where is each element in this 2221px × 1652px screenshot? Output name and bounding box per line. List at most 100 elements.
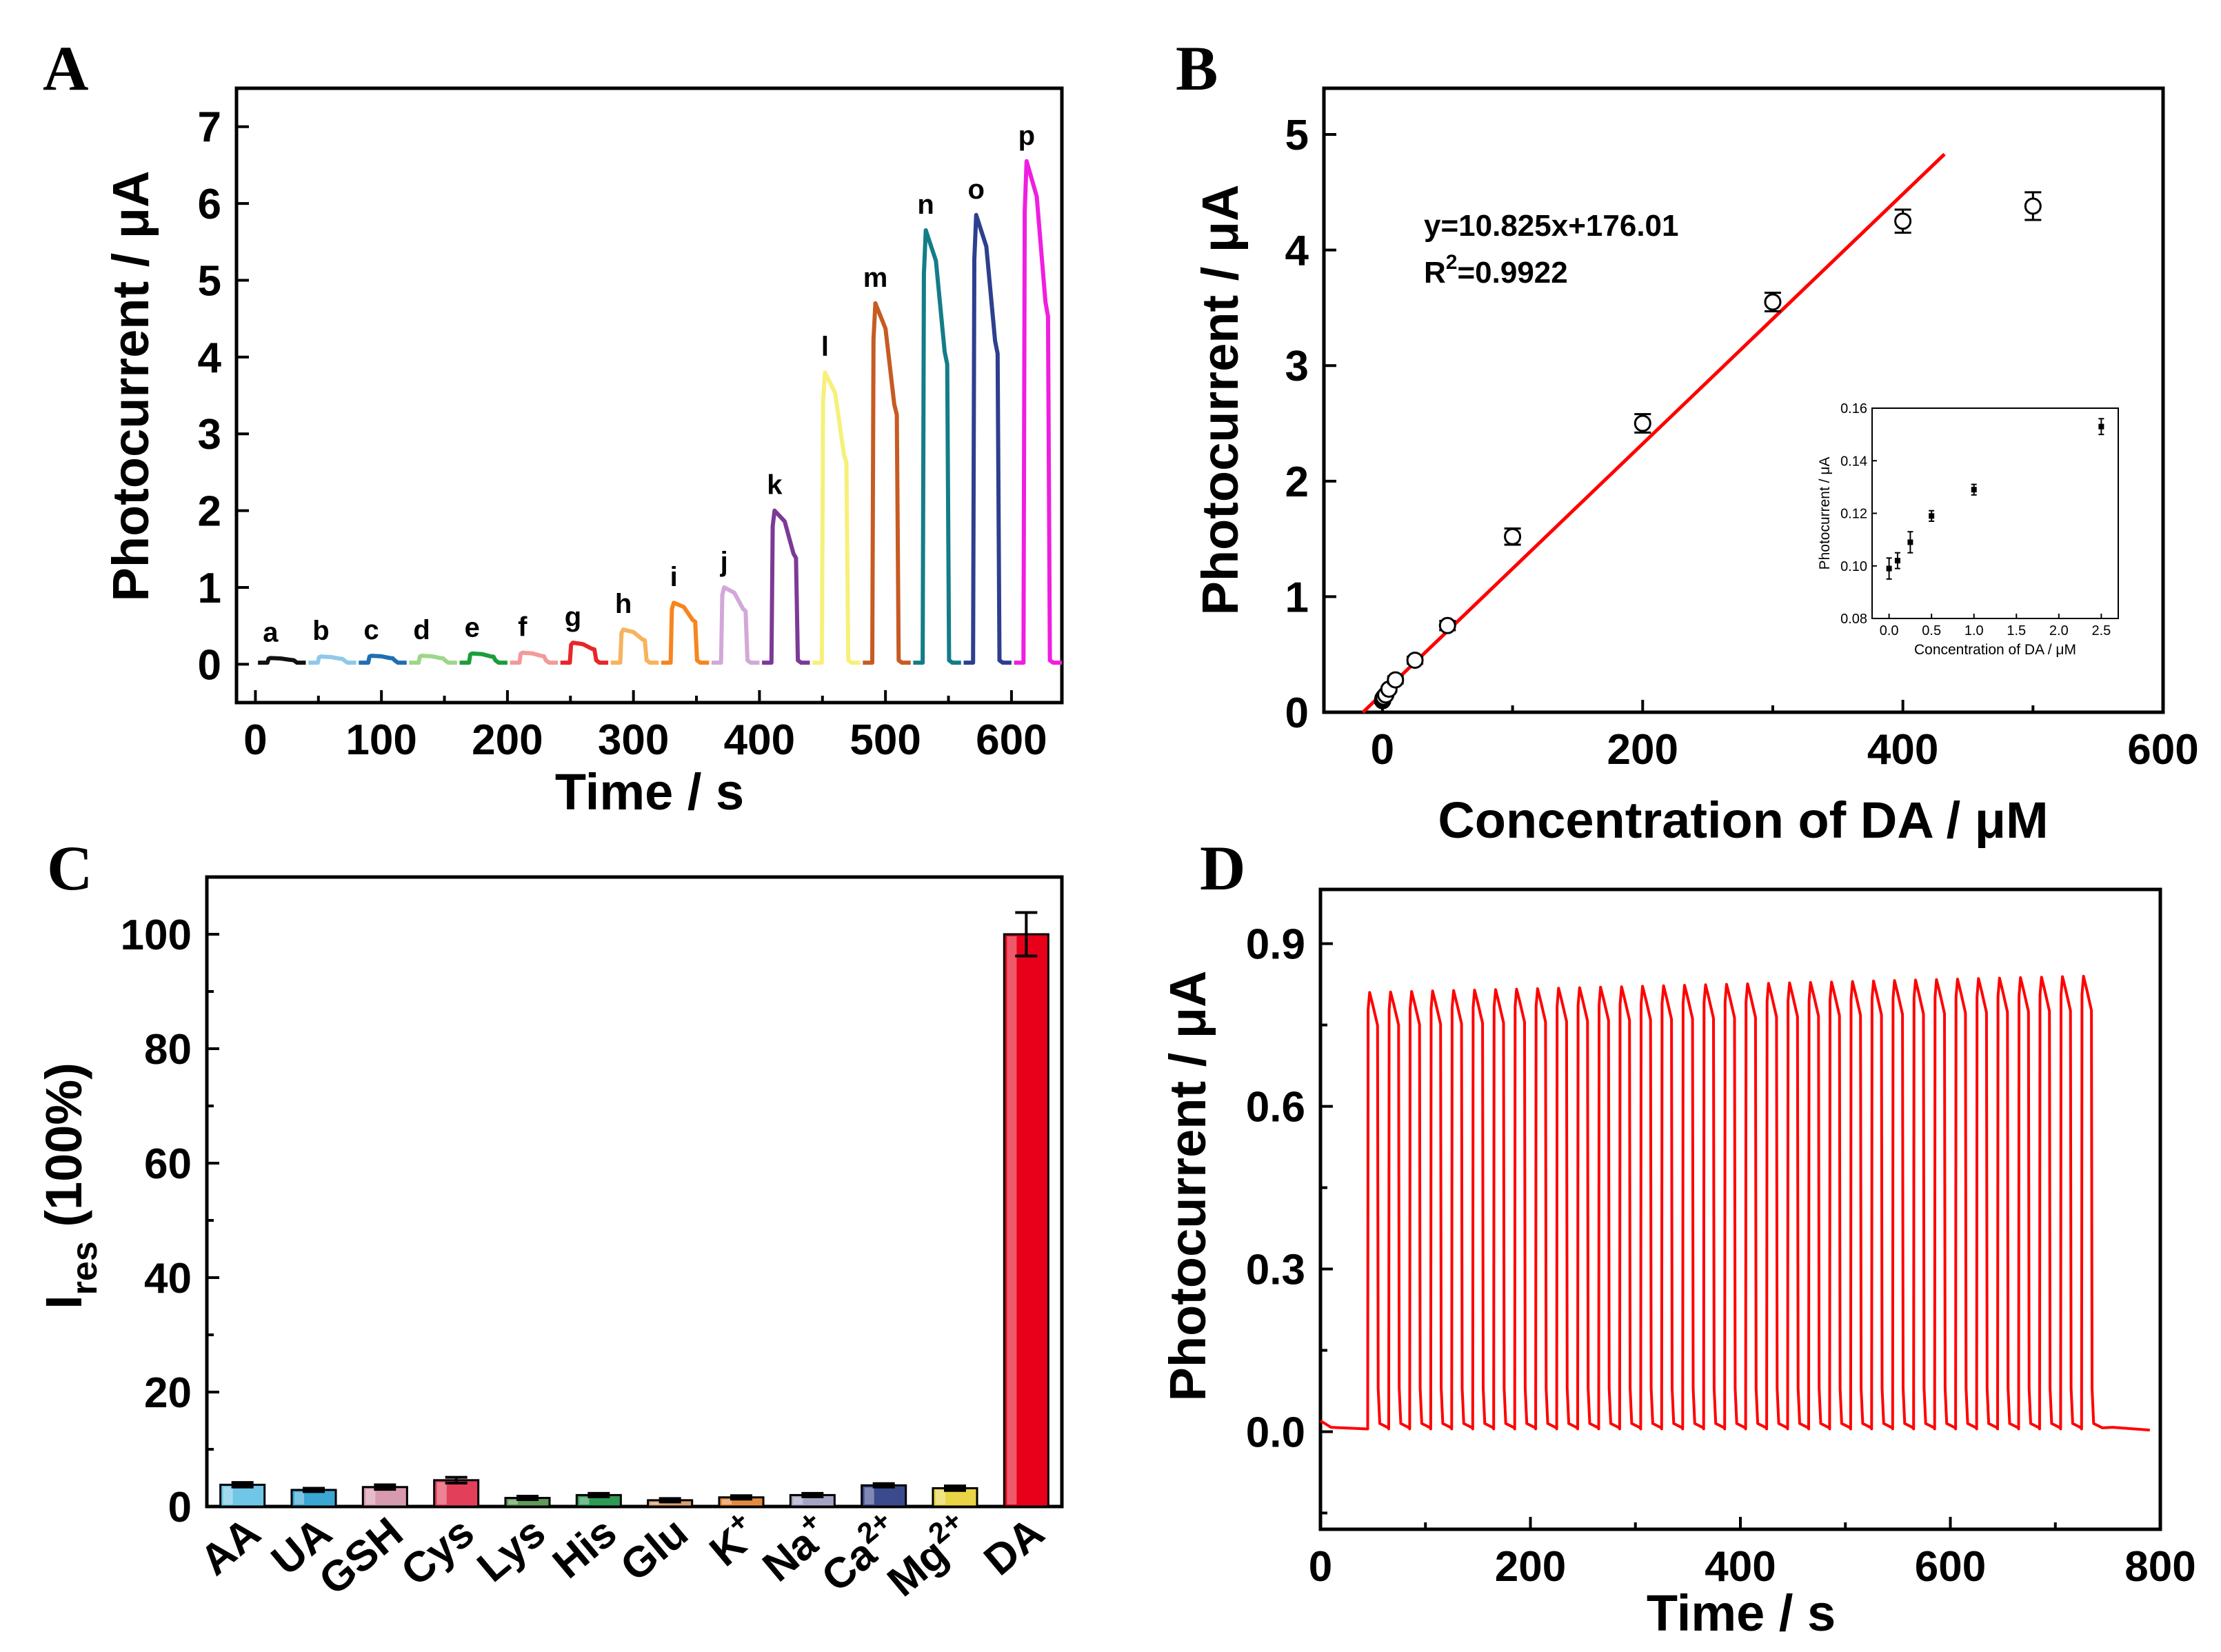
x-tick-label: 100 (345, 716, 416, 764)
bar-highlight (579, 1497, 590, 1504)
trace-label-f: f (518, 612, 527, 643)
x-tick-label: 400 (1705, 1543, 1776, 1591)
panel-b: B 0 200 400 600 0 1 2 3 4 5 y=10.825x+176.01 R2=0… (1176, 33, 2199, 849)
panel-letter-d: D (1200, 833, 1245, 903)
trace-b (308, 654, 356, 665)
y-tick-label: 0.9 (1246, 921, 1305, 969)
inset-x-tick-label: 2.5 (2091, 623, 2111, 638)
trace-label-h: h (615, 589, 632, 619)
panel-c-frame (205, 875, 1064, 1509)
category-label: Cys (392, 1509, 483, 1595)
trace-l (812, 370, 861, 665)
category-label: His (544, 1509, 625, 1588)
category-label: K+ (697, 1504, 768, 1575)
photocurrent-trace (1319, 974, 2150, 1432)
y-tick-label: 2 (198, 488, 221, 536)
y-tick-label: 1 (1285, 574, 1309, 621)
y-tick-label: 0 (198, 641, 221, 689)
trace-label-e: e (465, 613, 480, 643)
trace-label-d: d (413, 615, 430, 645)
panel-c-y-label: Ires (100%) (35, 1062, 105, 1309)
inset-x-tick-label: 2.0 (2049, 623, 2069, 638)
inset-x-tick-label: 0.5 (1922, 623, 1941, 638)
data-point (2024, 197, 2042, 215)
panel-a-y-label: Photocurrent / μA (102, 171, 159, 602)
trace-c (359, 654, 407, 665)
bar-highlight (721, 1499, 732, 1504)
x-tick-label: 400 (724, 716, 795, 764)
trace-k (762, 508, 810, 665)
y-tick-label: 3 (198, 411, 221, 459)
data-point (1406, 652, 1424, 669)
y-tick-label: 6 (198, 181, 221, 228)
bar-highlight (864, 1487, 874, 1504)
trace-label-p: p (1018, 121, 1035, 151)
panel-d: D 0 200 400 600 800 0.0 0.3 0.6 0.9 Time / s Pho… (1159, 833, 2196, 1642)
bar-highlight (1007, 936, 1017, 1504)
y-tick-label: 2 (1285, 459, 1309, 506)
y-tick-label: 5 (1285, 112, 1309, 159)
x-tick-label: 0 (243, 716, 267, 764)
panel-b-equation: y=10.825x+176.01 (1424, 209, 1679, 243)
panel-b-y-label: Photocurrent / μA (1192, 185, 1249, 616)
trace-e (459, 651, 507, 665)
data-point (1387, 671, 1405, 689)
data-point (1438, 616, 1456, 634)
bar-highlight (365, 1489, 376, 1504)
y-tick-label: 0 (1285, 689, 1309, 737)
bar-highlight (935, 1490, 946, 1504)
bar-cys (433, 1479, 480, 1508)
panel-b-plot (1361, 152, 2042, 714)
panel-b-x-label: Concentration of DA / μM (1438, 792, 2048, 849)
trace-i (661, 601, 710, 665)
inset-data-point (2098, 423, 2104, 430)
y-tick-label: 20 (144, 1369, 192, 1417)
panel-a-ticks: 0 100 200 300 400 500 600 0 1 2 3 4 5 6 7 (198, 104, 1047, 764)
inset-y-label: Photocurrent / μA (1817, 457, 1833, 570)
panel-a: A 0 100 200 300 400 500 600 0 1 2 3 4 5 6 7 a b c d e f g h i j… (43, 33, 1064, 820)
bar-ca (861, 1484, 907, 1508)
y-tick-label: 0.6 (1246, 1084, 1305, 1131)
panel-b-inset: 0.0 0.5 1.0 1.5 2.0 2.5 0.08 0.10 0.12 0.14 0.16 Co… (1817, 401, 2119, 658)
panel-a-traces: a b c d e f g h i j k l m n o p (258, 121, 1062, 665)
inset-y-tick-label: 0.16 (1840, 401, 1867, 416)
x-tick-label: 200 (472, 716, 543, 764)
inset-data-point (1929, 513, 1935, 519)
trace-j (712, 585, 760, 665)
trace-h (610, 627, 659, 665)
bar-da (1003, 933, 1049, 1508)
panel-c-ticks: 0 20 40 60 80 100 (121, 911, 1028, 1531)
trace-label-o: o (968, 174, 985, 205)
trace-d (409, 654, 457, 665)
trace-label-i: i (670, 562, 678, 592)
y-tick-label: 0.3 (1246, 1247, 1305, 1294)
trace-label-k: k (767, 470, 783, 501)
trace-m (863, 301, 911, 665)
trace-label-b: b (312, 616, 329, 646)
y-tick-label: 100 (121, 911, 192, 959)
y-tick-label: 5 (198, 257, 221, 305)
x-tick-label: 800 (2124, 1543, 2195, 1591)
y-tick-label: 0.0 (1246, 1409, 1305, 1456)
data-point (1894, 212, 1912, 230)
inset-y-tick-label: 0.10 (1840, 559, 1867, 574)
inset-x-tick-label: 1.5 (2007, 623, 2026, 638)
trace-label-m: m (863, 263, 888, 293)
panel-letter-a: A (43, 33, 88, 103)
data-point (1634, 414, 1651, 432)
y-tick-label: 4 (1285, 228, 1309, 275)
bar-highlight (223, 1487, 233, 1504)
bar-highlight (507, 1500, 519, 1504)
panel-d-frame (1318, 887, 2162, 1531)
y-tick-label: 7 (198, 104, 221, 152)
inset-x-tick-label: 0.0 (1880, 623, 1899, 638)
fit-line (1361, 152, 1946, 714)
y-tick-label: 0 (168, 1484, 192, 1531)
panel-d-ticks: 0 200 400 600 800 0.0 0.3 0.6 0.9 (1246, 921, 2196, 1591)
panel-b-r-squared: R2=0.9922 (1424, 251, 1568, 290)
inset-data-point (1971, 487, 1977, 493)
trace-label-l: l (821, 332, 829, 362)
y-tick-label: 3 (1285, 343, 1309, 390)
